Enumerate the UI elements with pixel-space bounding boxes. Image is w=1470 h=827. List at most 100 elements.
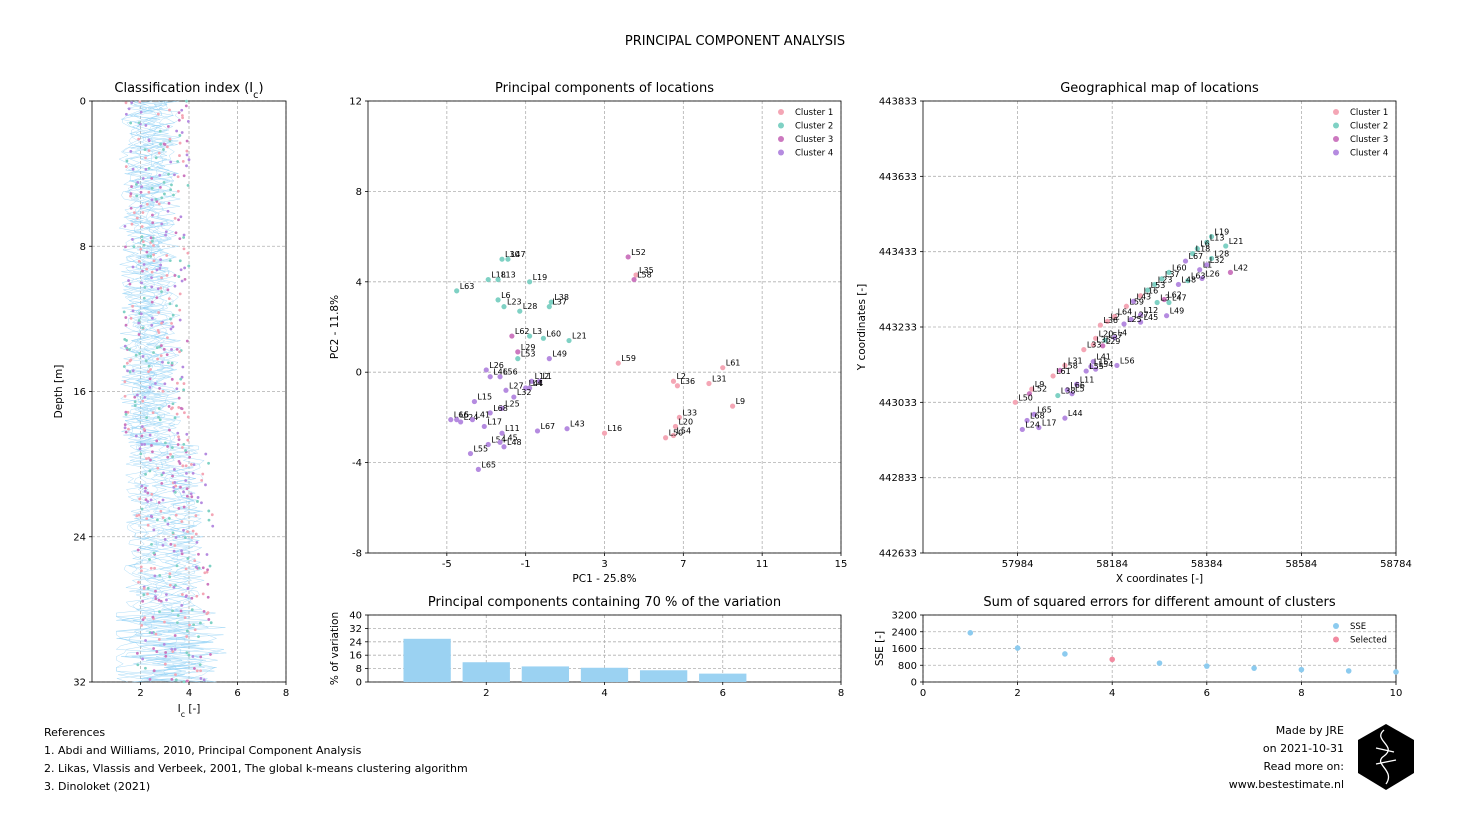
pca-point-label: L41 <box>475 411 490 420</box>
ic-point <box>157 311 161 314</box>
map-point-label: L15 <box>1094 358 1109 367</box>
ic-point <box>137 259 141 263</box>
ic-point <box>144 639 147 642</box>
ic-point <box>170 407 173 411</box>
variation-bar <box>462 662 510 682</box>
pca-point <box>523 385 529 391</box>
ic-point <box>170 648 174 651</box>
ic-point <box>169 542 173 546</box>
map-point-label: L57 <box>1108 331 1123 340</box>
pca-point <box>501 444 507 450</box>
ic-point <box>181 365 185 369</box>
ic-point <box>173 490 177 494</box>
ic-point <box>142 243 146 247</box>
pca-point <box>615 360 621 366</box>
ic-point <box>153 566 156 570</box>
ic-point <box>150 542 153 546</box>
map-point-label: L53 <box>1151 281 1166 290</box>
ic-point <box>196 500 199 503</box>
pca-point-label: L31 <box>712 375 727 384</box>
ic-point <box>198 663 202 667</box>
ic-point <box>179 609 183 613</box>
ic-point <box>165 274 169 277</box>
ic-profile-line <box>116 100 226 683</box>
ic-point <box>168 575 172 579</box>
ic-point <box>139 312 143 316</box>
ic-point <box>140 281 143 285</box>
ic-point <box>185 679 189 683</box>
ic-profile-line <box>123 100 216 683</box>
pca-point <box>481 423 487 430</box>
ic-point <box>156 357 159 361</box>
map-point-label: L60 <box>1172 263 1187 272</box>
ic-point <box>159 263 163 267</box>
map-point <box>1154 299 1160 306</box>
ic-point <box>140 484 144 488</box>
pca-point <box>509 333 515 339</box>
map-point-label: L17 <box>1042 419 1057 428</box>
ic-point <box>178 141 182 145</box>
y-tick-label: 8 <box>80 242 86 253</box>
ic-point <box>150 316 154 320</box>
y-tick-label: 24 <box>349 637 362 648</box>
map-point <box>1069 391 1075 397</box>
ic-point <box>168 108 171 112</box>
ic-point <box>138 447 142 451</box>
y-tick-label: 8 <box>356 187 362 198</box>
ic-point <box>174 678 178 682</box>
ic-point <box>204 483 207 487</box>
map-point <box>1062 415 1068 421</box>
pca-point-label: L25 <box>505 399 520 408</box>
map-point <box>1031 411 1037 417</box>
ic-point <box>141 618 145 621</box>
pca-point-label: L61 <box>726 359 741 368</box>
map-point-label: L1 <box>1203 261 1213 270</box>
map-point <box>1166 299 1172 306</box>
ic-point <box>191 655 195 658</box>
ic-point <box>175 304 178 308</box>
x-tick-label: -5 <box>442 559 452 570</box>
ic-point <box>162 347 166 351</box>
ic-point <box>176 621 179 625</box>
credits-website[interactable]: www.bestestimate.nl <box>1228 778 1344 791</box>
ic-point <box>194 514 198 518</box>
legend-marker <box>1333 122 1339 129</box>
map-point <box>1081 347 1087 353</box>
pca-point-label: L54 <box>491 436 506 445</box>
ic-point <box>141 326 145 330</box>
ic-point <box>181 464 185 468</box>
ic-point <box>154 382 157 385</box>
sse-point <box>967 629 974 636</box>
pca-point-label: L49 <box>552 350 567 359</box>
x-tick-label: 10 <box>1390 688 1403 699</box>
ic-point <box>174 536 178 539</box>
map-point <box>1208 255 1215 262</box>
map-point-label: L13 <box>1210 233 1225 242</box>
ic-point <box>139 565 143 569</box>
ic-point <box>153 574 157 578</box>
logo-hexagon <box>1358 724 1414 790</box>
map-point-label: L36 <box>1103 316 1118 325</box>
pca-point-label: L33 <box>682 408 697 417</box>
pca-point <box>527 333 533 339</box>
ic-point <box>211 524 215 528</box>
pca-point <box>633 272 639 278</box>
legend-marker <box>778 149 784 156</box>
pca-point-label: L11 <box>505 424 520 433</box>
x-tick-label: 8 <box>838 688 844 699</box>
ic-point <box>180 279 184 283</box>
ic-point <box>175 381 179 385</box>
ic-point <box>207 461 210 465</box>
ic-point <box>131 309 135 313</box>
ic-point <box>202 678 206 682</box>
ic-point <box>168 137 172 141</box>
ic-point <box>145 517 149 521</box>
ic-point <box>160 276 163 280</box>
ic-point <box>143 396 147 399</box>
map-point-label: L61 <box>1056 367 1071 376</box>
ic-point <box>152 528 156 532</box>
map-point-label: L62 <box>1167 291 1182 300</box>
map-point-label: L35 <box>1096 336 1111 345</box>
map-point <box>1123 303 1129 309</box>
x-tick-label: 7 <box>680 559 686 570</box>
